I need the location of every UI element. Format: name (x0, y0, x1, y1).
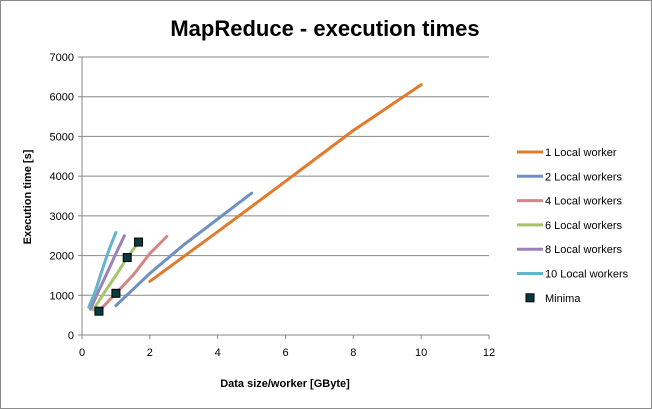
series-line (148, 83, 423, 283)
legend-label: 8 Local workers (545, 244, 623, 256)
series-lines (87, 83, 423, 313)
series-line (91, 240, 140, 312)
minima-point (122, 253, 132, 263)
legend: 1 Local worker 2 Local workers 4 Local wor… (517, 147, 629, 305)
x-tick-label: 0 (79, 347, 85, 359)
y-tick-label: 7000 (50, 52, 74, 64)
minima-point (134, 237, 144, 247)
y-tick-label: 6000 (50, 92, 74, 104)
series-line (87, 231, 118, 309)
series-line (89, 234, 126, 311)
x-tick-labels: 0 2 4 6 8 10 12 (79, 347, 495, 359)
legend-label: 6 Local workers (545, 220, 623, 232)
legend-label: Minima (545, 293, 581, 305)
x-tick-label: 2 (147, 347, 153, 359)
y-tick-label: 2000 (50, 251, 74, 263)
x-tick-label: 8 (350, 347, 356, 359)
y-tick-labels: 0 1000 2000 3000 4000 5000 6000 7000 (50, 52, 74, 342)
minima-point (111, 288, 121, 298)
gridlines (82, 56, 489, 296)
legend-label: 1 Local worker (545, 147, 617, 159)
x-tick-label: 4 (215, 347, 221, 359)
minima-point (94, 306, 104, 316)
chart-title: MapReduce - execution times (170, 16, 479, 41)
y-tick-label: 1000 (50, 290, 74, 302)
y-tick-label: 3000 (50, 211, 74, 223)
minima-markers (94, 237, 144, 316)
legend-label: 4 Local workers (545, 196, 623, 208)
series-line (97, 235, 169, 313)
series-line (114, 191, 254, 308)
x-tick-label: 6 (282, 347, 288, 359)
legend-label: 10 Local workers (545, 269, 629, 281)
y-axis-label: Execution time [s] (22, 149, 34, 244)
legend-marker-minima (525, 293, 535, 303)
y-tick-label: 4000 (50, 171, 74, 183)
axes (78, 56, 490, 339)
y-tick-label: 0 (68, 330, 74, 342)
legend-label: 2 Local workers (545, 171, 623, 183)
x-tick-label: 12 (483, 347, 495, 359)
y-tick-label: 5000 (50, 131, 74, 143)
x-tick-label: 10 (415, 347, 427, 359)
x-axis-label: Data size/worker [GByte] (220, 378, 350, 390)
